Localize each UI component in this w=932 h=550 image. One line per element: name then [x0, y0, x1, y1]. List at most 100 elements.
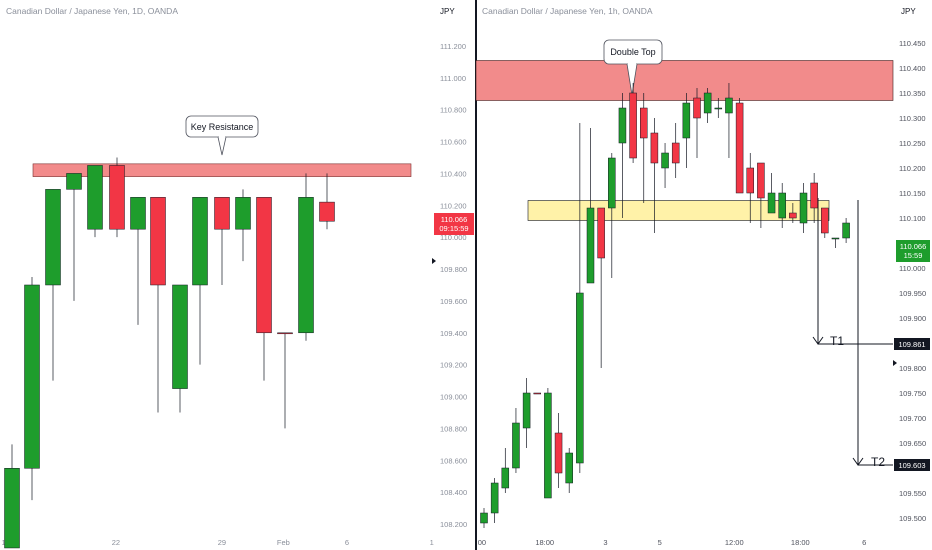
right-candle	[682, 102, 691, 139]
right-candle	[490, 482, 499, 514]
left-candle	[45, 189, 61, 286]
left-scroll-marker[interactable]	[432, 258, 436, 264]
right-x-tick: 3	[603, 538, 607, 547]
right-y-tick: 110.250	[899, 139, 926, 148]
right-candle	[661, 152, 669, 169]
right-candle	[714, 107, 723, 110]
left-candle	[319, 201, 335, 222]
right-candle	[789, 212, 797, 219]
right-candle	[735, 102, 744, 194]
target-arrow-t2: T2	[852, 200, 893, 469]
left-y-tick: 111.200	[440, 42, 466, 51]
right-y-tick: 109.550	[899, 489, 926, 498]
right-candle	[757, 162, 765, 199]
right-scroll-marker[interactable]	[893, 360, 897, 366]
left-countdown: 09:15:59	[439, 224, 468, 233]
left-y-tick: 109.200	[440, 361, 467, 370]
left-chart-title: Canadian Dollar / Japanese Yen, 1D, OAND…	[6, 6, 178, 16]
right-candle	[554, 432, 563, 474]
right-currency-label: JPY	[901, 7, 916, 16]
left-chart-panel: Canadian Dollar / Japanese Yen, 1D, OAND…	[1, 6, 474, 549]
right-y-tick: 109.700	[899, 414, 926, 423]
left-y-tick: 109.000	[440, 393, 467, 402]
right-x-tick: 18:00	[791, 538, 810, 547]
right-y-tick: 109.950	[899, 289, 926, 298]
right-candle	[746, 167, 754, 194]
left-x-tick: 22	[112, 538, 120, 547]
t1-price: 109.861	[898, 340, 925, 349]
right-candle	[703, 92, 712, 114]
left-candle	[87, 165, 103, 230]
right-x-tick: 5	[658, 538, 662, 547]
left-y-tick: 108.400	[440, 488, 467, 497]
right-candle	[544, 392, 552, 499]
left-candle	[192, 197, 208, 286]
left-candle	[130, 197, 146, 230]
right-y-tick: 109.800	[899, 364, 926, 373]
right-x-tick: 18:00	[535, 538, 554, 547]
right-y-tick: 110.200	[899, 164, 926, 173]
right-y-tick: 109.500	[899, 514, 926, 523]
right-y-tick: 109.650	[899, 439, 926, 448]
left-callout: Key Resistance	[185, 115, 259, 156]
right-candle	[480, 512, 488, 524]
right-candle	[608, 157, 616, 209]
right-candle	[586, 207, 595, 284]
right-candle	[533, 392, 541, 395]
right-chart-panel: Canadian Dollar / Japanese Yen, 1h, OAND…	[475, 6, 930, 547]
left-y-tick: 109.600	[440, 297, 467, 306]
left-candle	[24, 284, 40, 469]
right-candle	[629, 92, 637, 159]
left-resistance-zone	[32, 163, 412, 177]
right-candle	[522, 392, 531, 429]
t2-price: 109.603	[898, 461, 925, 470]
left-x-tick: 1	[430, 538, 434, 547]
right-y-tick: 109.900	[899, 314, 926, 323]
left-candle	[172, 284, 188, 389]
right-countdown: 15:59	[904, 251, 923, 260]
right-price-badge: 110.066 15:59	[896, 240, 930, 262]
right-x-axis-ticks: 00 18:00 3 5 12:00 18:00 6	[478, 538, 867, 547]
left-y-tick: 110.200	[440, 201, 467, 210]
left-y-tick: 108.800	[440, 424, 467, 433]
right-chart-title: Canadian Dollar / Japanese Yen, 1h, OAND…	[482, 6, 653, 16]
left-y-axis-ticks: 111.200 111.000 110.800 110.600 110.400 110.2…	[440, 42, 467, 529]
right-candle	[767, 192, 776, 214]
t2-price-badge: 109.603	[894, 459, 930, 471]
right-y-tick: 110.400	[899, 64, 926, 73]
right-current-price: 110.066	[900, 242, 927, 251]
right-candle	[799, 192, 808, 224]
left-y-tick: 110.400	[440, 169, 467, 178]
right-candle	[725, 97, 733, 114]
left-y-tick: 110.600	[440, 138, 467, 147]
t1-label: T1	[830, 334, 844, 348]
right-candle	[821, 207, 829, 234]
left-x-tick: Feb	[277, 538, 290, 547]
right-candle	[693, 97, 701, 119]
target-arrow-t1: T1	[812, 198, 893, 348]
right-x-tick: 12:00	[725, 538, 744, 547]
right-candle	[671, 142, 680, 164]
right-y-tick: 110.450	[899, 39, 926, 48]
right-y-tick: 110.300	[899, 114, 926, 123]
left-y-tick: 109.400	[440, 329, 467, 338]
right-candle	[501, 467, 510, 489]
right-callout: Double Top	[603, 39, 663, 96]
left-candle	[150, 197, 166, 286]
right-candles	[480, 83, 850, 528]
right-resistance-zone	[475, 60, 894, 101]
right-candle	[565, 452, 573, 484]
right-candle	[831, 237, 840, 240]
right-callout-text: Double Top	[610, 47, 655, 57]
t1-price-badge: 109.861	[894, 338, 930, 350]
right-candle	[618, 107, 627, 144]
right-candle	[640, 107, 648, 139]
right-candle	[597, 207, 605, 259]
left-candle	[4, 468, 20, 549]
left-y-tick: 110.800	[440, 106, 467, 115]
left-y-tick: 108.600	[440, 456, 467, 465]
left-candle	[214, 197, 230, 230]
left-x-axis-ticks: 152229Feb61	[1, 538, 433, 547]
left-candle	[235, 197, 251, 230]
left-candle	[298, 197, 314, 334]
